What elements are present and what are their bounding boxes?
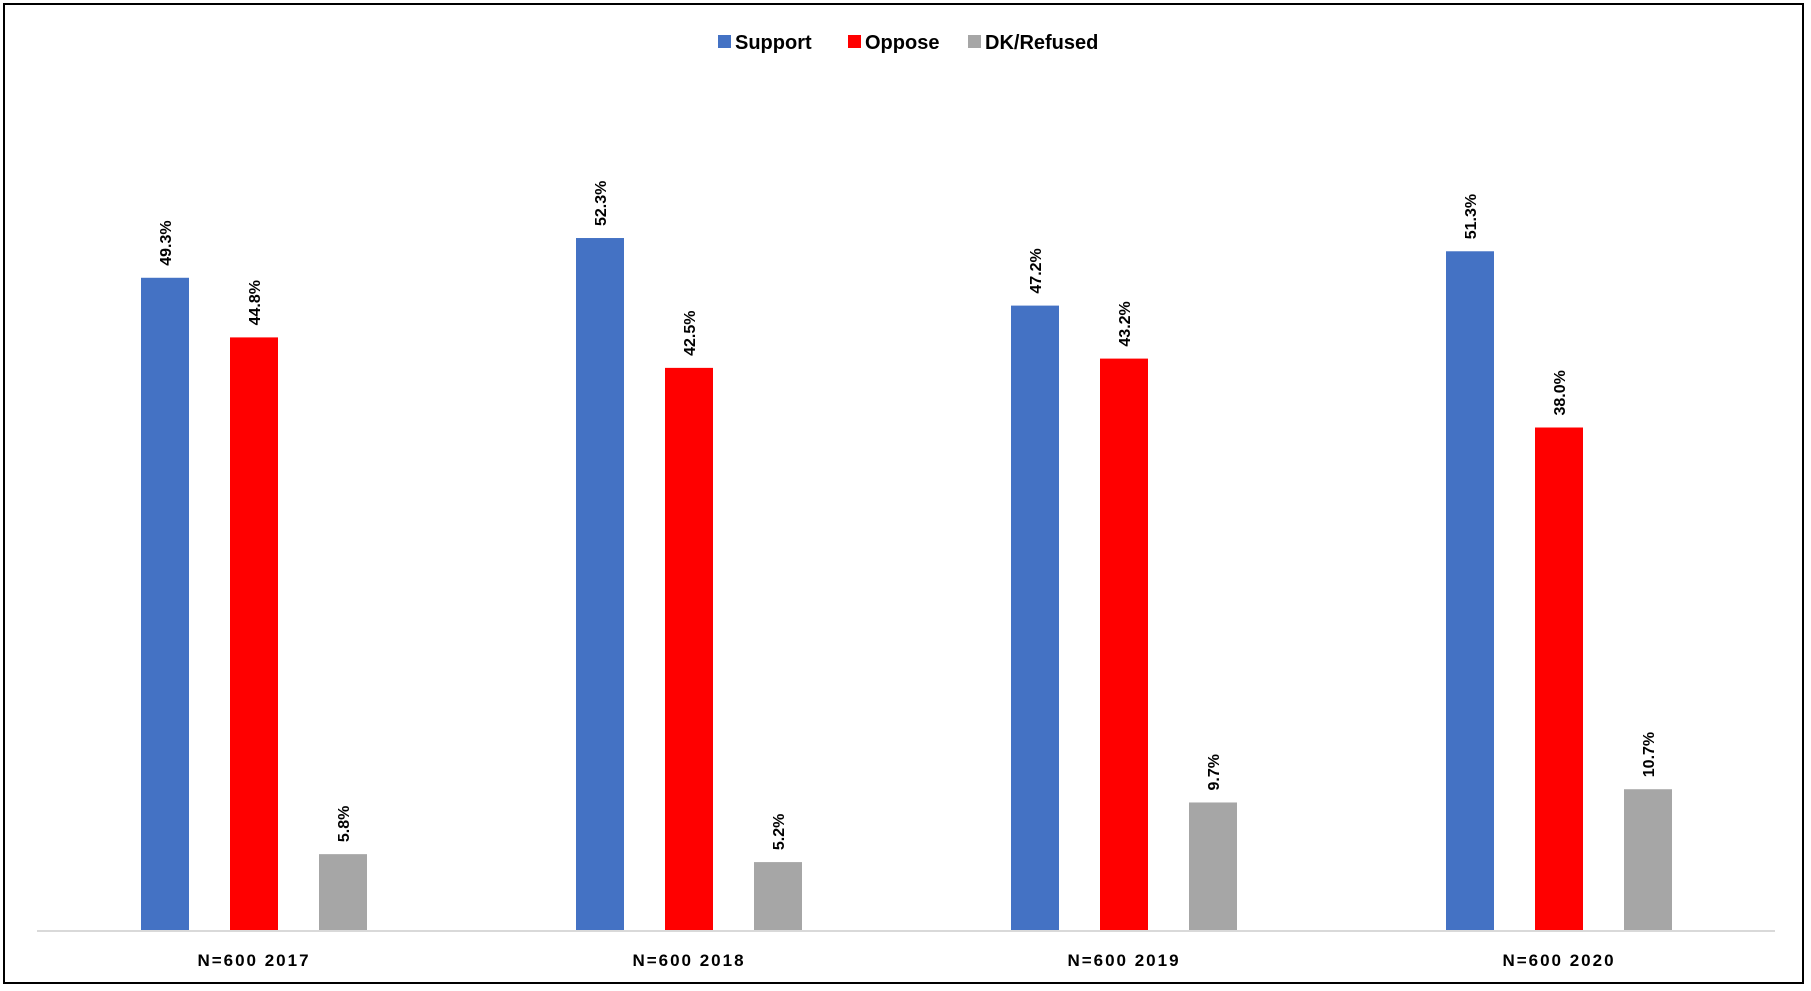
bar-dk-refused-4 — [1624, 789, 1672, 931]
chart-frame — [3, 3, 1804, 984]
data-label-oppose-2: 42.5% — [682, 311, 699, 356]
bar-series-group — [141, 238, 1672, 932]
bar-support-4 — [1446, 251, 1494, 931]
data-label-oppose-3: 43.2% — [1117, 301, 1134, 346]
bar-dk-refused-1 — [319, 854, 367, 931]
data-label-group: 49.3% 44.8% 5.8% 52.3% 42.5% 5.2% 47.2% 43.2% 9.… — [158, 181, 1658, 850]
bar-oppose-3 — [1100, 358, 1148, 932]
bar-support-2 — [576, 238, 624, 931]
x-tick-label-2: N=600 2018 — [632, 951, 745, 970]
legend-swatch-oppose — [848, 35, 861, 48]
bar-support-3 — [1011, 305, 1059, 932]
data-label-support-3: 47.2% — [1028, 248, 1045, 293]
x-tick-label-1: N=600 2017 — [197, 951, 310, 970]
bar-oppose-2 — [665, 367, 713, 931]
bar-dk-refused-2 — [754, 862, 802, 931]
bar-support-1 — [141, 277, 189, 931]
legend-label-oppose: Oppose — [865, 32, 939, 54]
x-axis-tick-labels: N=600 2017 N=600 2018 N=600 2019 N=600 2020 — [197, 951, 1615, 970]
data-label-oppose-4: 38.0% — [1552, 370, 1569, 415]
chart-legend: Support Oppose DK/Refused — [718, 32, 1098, 54]
data-label-oppose-1: 44.8% — [247, 280, 264, 325]
legend-label-dk-refused: DK/Refused — [985, 32, 1098, 54]
bar-dk-refused-3 — [1189, 802, 1237, 931]
x-tick-label-4: N=600 2020 — [1502, 951, 1615, 970]
data-label-dk-refused-4: 10.7% — [1641, 732, 1658, 777]
bar-oppose-4 — [1535, 427, 1583, 931]
x-tick-label-3: N=600 2019 — [1067, 951, 1180, 970]
data-label-support-1: 49.3% — [158, 220, 175, 265]
data-label-dk-refused-2: 5.2% — [771, 814, 788, 850]
data-label-dk-refused-1: 5.8% — [336, 806, 353, 842]
bar-oppose-1 — [230, 337, 278, 931]
legend-label-support: Support — [735, 32, 812, 54]
data-label-support-2: 52.3% — [593, 181, 610, 226]
data-label-support-4: 51.3% — [1463, 194, 1480, 239]
legend-swatch-dk-refused — [968, 35, 981, 48]
data-label-dk-refused-3: 9.7% — [1206, 754, 1223, 790]
legend-swatch-support — [718, 35, 731, 48]
